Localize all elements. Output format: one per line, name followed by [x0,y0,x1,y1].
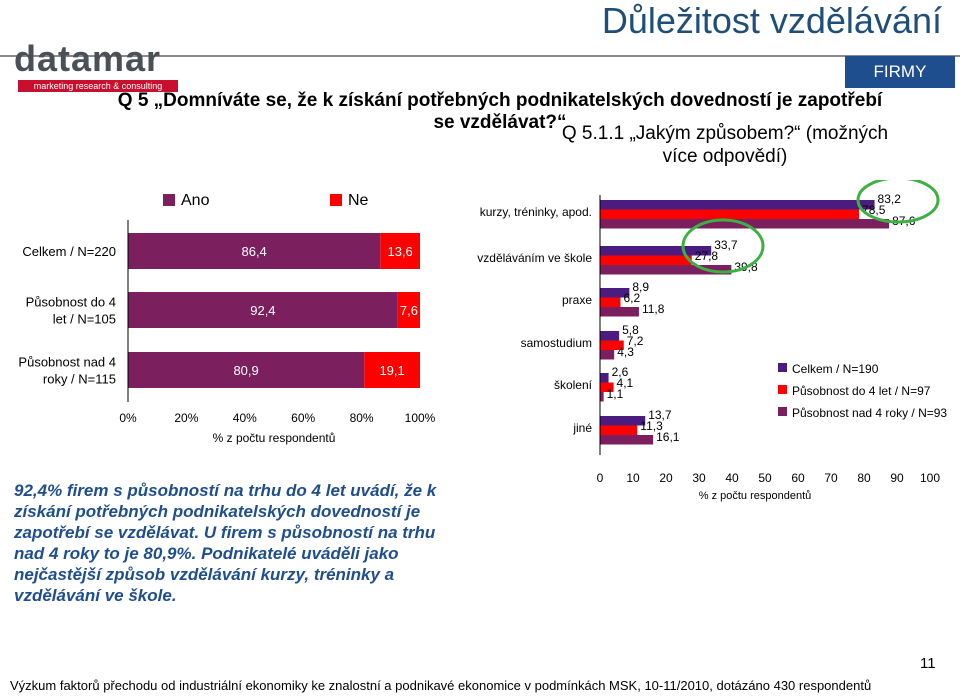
data-label: 7,6 [400,303,418,318]
legend-swatch-series-1 [778,363,787,372]
category-label: školení [554,378,593,392]
data-label: 6,2 [623,291,640,305]
logo-tagline: marketing research & consulting [18,80,178,92]
question-sub: Q 5.1.1 „Jakým způsobem?“ (možných více … [561,123,889,167]
category-label: samostudium [521,336,592,350]
category-label: Působnost nad 4 [18,355,116,370]
x-tick-label: 20 [659,471,673,485]
bar-series-1 [600,373,609,383]
question-main: Q 5 „Domníváte se, že k získání potřebný… [117,90,883,133]
logo: datamar [14,38,162,79]
header-divider [0,55,960,57]
data-label: 8,9 [632,280,649,294]
x-tick-label: 40 [725,471,739,485]
data-label: 19,1 [379,363,404,378]
legend-label-ne: Ne [348,192,369,209]
x-tick-label: 10 [626,471,640,485]
x-tick-label: 80% [350,411,374,425]
bar-ano [128,233,381,269]
data-label: 7,2 [627,334,644,348]
x-tick-label: 0 [597,471,604,485]
legend-swatch-series-2 [778,385,787,394]
bar-series-3 [600,265,732,275]
bar-series-2 [600,297,621,307]
x-tick-label: 90 [890,471,904,485]
x-tick-label: 50 [758,471,772,485]
x-tick-label: 70 [824,471,838,485]
data-label: 33,7 [714,238,738,252]
x-tick-label: 0% [119,411,137,425]
footer-note: Výzkum faktorů přechodu od industriální … [10,678,872,693]
legend-label-series-3: Působnost nad 4 roky / N=93 [792,406,947,420]
data-label: 13,6 [387,244,412,259]
data-label: 2,6 [612,365,629,379]
bar-ano [128,292,398,328]
category-label: Celkem / N=220 [22,244,116,259]
bar-series-2 [600,209,860,219]
x-tick-label: 100% [405,411,436,425]
legend-swatch-ne [330,194,342,206]
legend-swatch-ano [163,194,175,206]
x-tick-label: 60 [791,471,805,485]
category-label: roky / N=115 [43,372,116,387]
bar-series-1 [600,200,875,210]
bar-series-2 [600,382,614,392]
bar-series-3 [600,307,639,317]
category-label: Působnost do 4 [26,295,116,310]
legend-label-series-2: Působnost do 4 let / N=97 [792,384,931,398]
chart-ano-ne: Ano Ne Celkem / N=220 86,4 13,6 Působnost do … [18,192,436,445]
bar-ne [380,233,420,269]
data-label: 16,1 [656,430,680,444]
legend-label-ano: Ano [181,192,210,209]
bar-series-3 [600,435,654,445]
bar-ano [128,352,365,388]
chart-zpusob-vzdelavani: kurzy, tréninky, apod.83,278,587,6vzdělá… [477,180,947,502]
category-label: kurzy, tréninky, apod. [480,205,592,219]
bar-ne [364,352,420,388]
data-label: 11,3 [640,419,663,433]
category-label: let / N=105 [53,312,116,327]
data-label: 80,9 [233,363,258,378]
bar-series-1 [600,288,630,298]
category-label: vzděláváním ve škole [477,251,592,265]
data-label: 11,8 [642,302,665,316]
x-tick-label: 100 [920,471,940,485]
bar-series-3 [600,392,604,402]
data-label: 27,8 [695,249,719,263]
highlight-ellipse-skola [681,218,765,274]
data-label: 4,3 [617,345,634,359]
data-label: 4,1 [617,376,634,390]
summary-text: 92,4% firem s působností na trhu do 4 le… [14,481,437,605]
x-tick-label: 80 [857,471,871,485]
data-label: 5,8 [622,323,639,337]
bar-series-1 [600,416,646,426]
category-label: praxe [562,293,592,307]
x-tick-label: 40% [233,411,257,425]
category-label: jiné [572,421,592,435]
x-tick-label: 60% [291,411,315,425]
x-tick-label: 30 [692,471,706,485]
highlight-ellipse-kurzy [856,180,940,224]
x-axis-title: % z počtu respondentů [699,490,812,502]
legend-swatch-series-3 [778,407,787,416]
segment-badge: FIRMY [845,56,955,88]
data-label: 1,1 [607,387,624,401]
bar-series-1 [600,331,620,341]
page-number: 11 [920,655,936,672]
bar-series-3 [600,350,615,360]
bar-ne [397,292,420,328]
bar-series-2 [600,425,638,435]
data-label: 83,2 [878,192,902,206]
data-label: 13,7 [648,408,672,422]
bar-series-1 [600,246,712,256]
data-label: 92,4 [250,303,275,318]
bar-series-2 [600,340,624,350]
data-label: 78,5 [862,203,886,217]
bar-series-2 [600,255,692,265]
legend-label-series-1: Celkem / N=190 [792,362,879,376]
x-axis-title: % z počtu respondentů [213,431,336,445]
x-tick-label: 20% [174,411,198,425]
page-title: Důležitost vzdělávání [601,0,942,41]
data-label: 86,4 [241,244,266,259]
